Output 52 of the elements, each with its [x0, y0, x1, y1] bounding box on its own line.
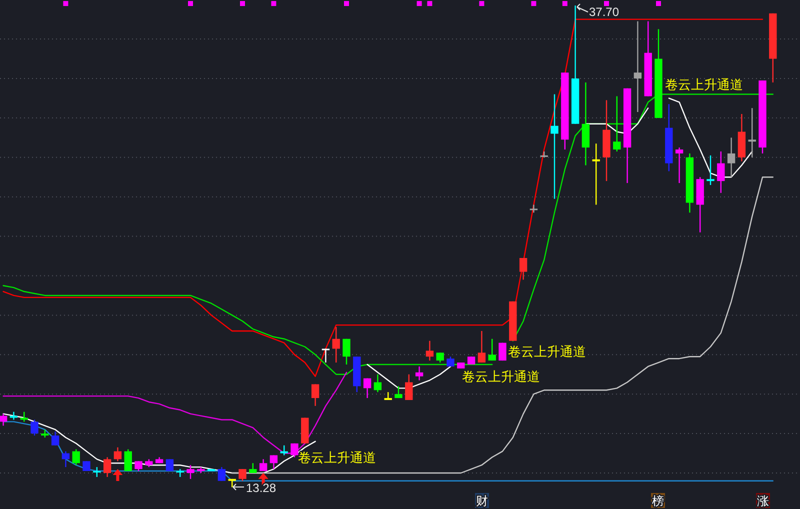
candlestick [478, 330, 486, 364]
candlestick [748, 107, 756, 158]
annotation: 卷云上升通道 [508, 344, 586, 359]
annotation: 财 [475, 493, 489, 508]
candlestick [727, 137, 736, 178]
candlestick [342, 338, 350, 366]
candlestick [280, 444, 288, 456]
annotation: 37.70 [576, 4, 620, 19]
candlestick [290, 442, 298, 458]
candlestick [415, 366, 424, 381]
candlestick [488, 338, 496, 362]
candlestick [717, 150, 725, 194]
candlestick [582, 82, 590, 166]
candlestick [675, 146, 684, 184]
candlestick [374, 374, 382, 393]
candlestick [114, 446, 122, 462]
annotation: 卷云上升通道 [462, 369, 540, 384]
candlestick [519, 257, 528, 280]
candlestick [634, 20, 642, 113]
annotation: 37.70 [589, 5, 620, 19]
candlestick [0, 413, 8, 426]
annotation: 卷云上升通道 [665, 77, 743, 92]
annotation: 涨 [756, 493, 770, 508]
candlestick [93, 466, 101, 478]
candlestick [550, 94, 558, 200]
candlestick [51, 430, 60, 446]
candlestick [706, 154, 714, 186]
annotation: 13.28 [232, 481, 276, 495]
candlestick [405, 374, 413, 401]
candlestick [613, 96, 621, 152]
candlestick [426, 340, 434, 362]
candlestick [218, 466, 226, 482]
annotation: 卷云上升通道 [298, 450, 376, 465]
candlestick [363, 378, 372, 399]
candlestick [332, 326, 340, 364]
candlestick [436, 352, 444, 364]
candlestick [592, 142, 600, 206]
candlestick [530, 204, 538, 214]
candlestick [72, 448, 80, 466]
candlestick [311, 384, 320, 407]
annotation: 榜 [651, 493, 665, 508]
candlestick [270, 454, 278, 470]
annotation: 13.28 [246, 481, 276, 495]
candlestick [446, 356, 454, 368]
candlestick [186, 464, 194, 480]
candlestick [103, 456, 112, 478]
candlestick [124, 448, 132, 472]
candlestick [30, 419, 38, 436]
candlestick [62, 450, 70, 468]
candlestick [134, 460, 142, 472]
candlestick [238, 468, 246, 482]
candlestick [322, 348, 330, 364]
